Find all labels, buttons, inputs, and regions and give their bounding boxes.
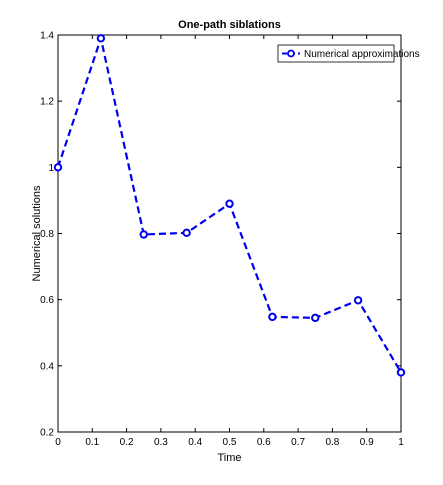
- y-tick-label: 0.8: [40, 229, 54, 240]
- x-tick-label: 0.4: [188, 437, 202, 448]
- x-tick-label: 0.6: [257, 437, 271, 448]
- data-point: [139, 230, 148, 239]
- y-tick-label: 0.6: [40, 295, 54, 306]
- data-point: [396, 368, 406, 377]
- y-tick-label: 1.2: [40, 97, 54, 108]
- x-tick-label: 0.2: [120, 437, 134, 448]
- chart-title: One-path siblations: [178, 19, 281, 31]
- y-tick-label: 1: [48, 163, 54, 174]
- data-point: [268, 312, 277, 322]
- x-tick-label: 0.8: [325, 437, 339, 448]
- data-point: [311, 313, 320, 323]
- plot-area: [57, 34, 402, 433]
- data-point: [353, 296, 363, 305]
- x-tick-label: 0.9: [360, 437, 374, 448]
- y-axis-label: Numerical solutions: [31, 185, 43, 281]
- data-point: [182, 228, 191, 238]
- x-tick-label: 1: [398, 437, 404, 448]
- y-tick-label: 1.4: [40, 31, 54, 42]
- legend-marker-sample: [287, 49, 295, 58]
- y-tick-label: 0.4: [40, 361, 54, 372]
- x-tick-label: 0: [55, 437, 61, 448]
- data-point: [225, 199, 234, 208]
- x-tick-label: 0.3: [154, 437, 168, 448]
- axis-ticks: 0 0.1 0.2 0.3 0.4 0.5 0.6 0.7 0.8 0.9 1 0.2 0.4 0.6 0.…: [40, 31, 404, 449]
- legend-box: [277, 44, 395, 63]
- data-point: [53, 163, 63, 172]
- x-tick-label: 0.7: [291, 437, 305, 448]
- x-tick-label: 0.5: [223, 437, 237, 448]
- x-tick-label: 0.1: [85, 437, 99, 448]
- legend: Numerical approximations: [277, 44, 420, 63]
- x-axis-label: Time: [217, 452, 241, 464]
- legend-entry-label: Numerical approximations: [304, 49, 420, 60]
- data-point: [96, 34, 106, 43]
- y-tick-label: 0.2: [40, 428, 54, 439]
- series-layer: [53, 34, 406, 377]
